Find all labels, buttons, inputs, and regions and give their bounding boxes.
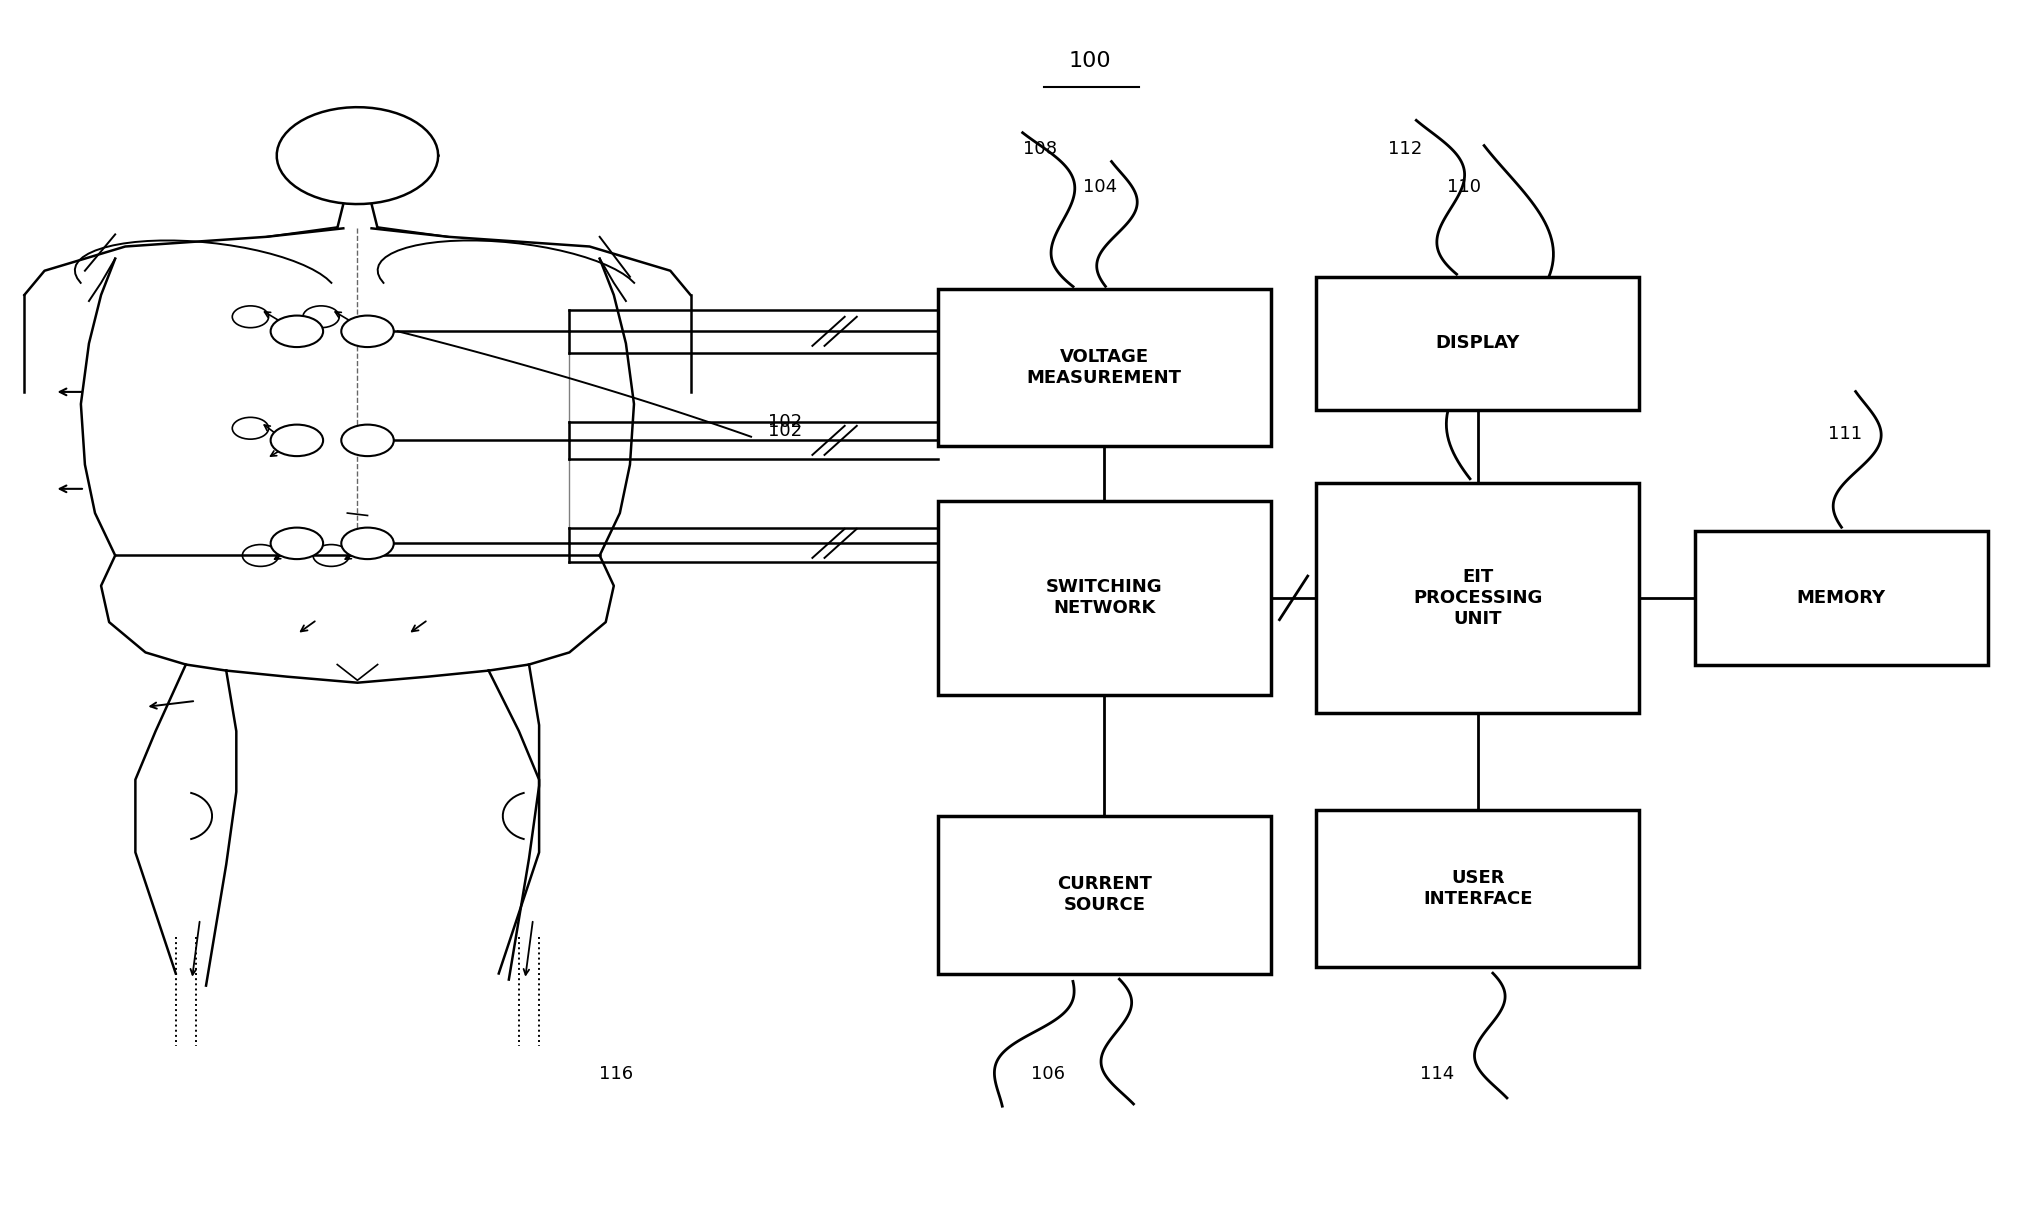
Circle shape: [272, 425, 322, 456]
Text: SWITCHING
NETWORK: SWITCHING NETWORK: [1046, 578, 1163, 617]
Text: VOLTAGE
MEASUREMENT: VOLTAGE MEASUREMENT: [1028, 348, 1182, 387]
Text: USER
INTERFACE: USER INTERFACE: [1423, 870, 1532, 908]
Text: EIT
PROCESSING
UNIT: EIT PROCESSING UNIT: [1413, 569, 1543, 627]
Text: MEMORY: MEMORY: [1796, 589, 1885, 606]
Bar: [939, 816, 1271, 974]
Circle shape: [341, 316, 393, 346]
Circle shape: [272, 316, 322, 346]
Bar: [1316, 277, 1640, 410]
Text: DISPLAY: DISPLAY: [1435, 334, 1520, 353]
Bar: [939, 289, 1271, 447]
Circle shape: [341, 425, 393, 456]
Text: 102: 102: [768, 422, 803, 440]
Circle shape: [272, 527, 322, 559]
Text: 116: 116: [598, 1065, 632, 1082]
Bar: [1316, 810, 1640, 967]
Text: 102: 102: [768, 412, 803, 431]
Bar: [1316, 483, 1640, 712]
Text: 114: 114: [1421, 1065, 1455, 1082]
Text: 106: 106: [1032, 1065, 1064, 1082]
Text: 112: 112: [1388, 140, 1423, 159]
Text: 108: 108: [1024, 140, 1056, 159]
Text: 100: 100: [1068, 51, 1111, 71]
Bar: [939, 501, 1271, 695]
Bar: [1695, 531, 1988, 665]
Circle shape: [341, 527, 393, 559]
Text: 111: 111: [1828, 425, 1863, 443]
Text: 110: 110: [1447, 178, 1480, 195]
Text: CURRENT
SOURCE: CURRENT SOURCE: [1056, 875, 1151, 914]
Text: 104: 104: [1082, 178, 1117, 195]
